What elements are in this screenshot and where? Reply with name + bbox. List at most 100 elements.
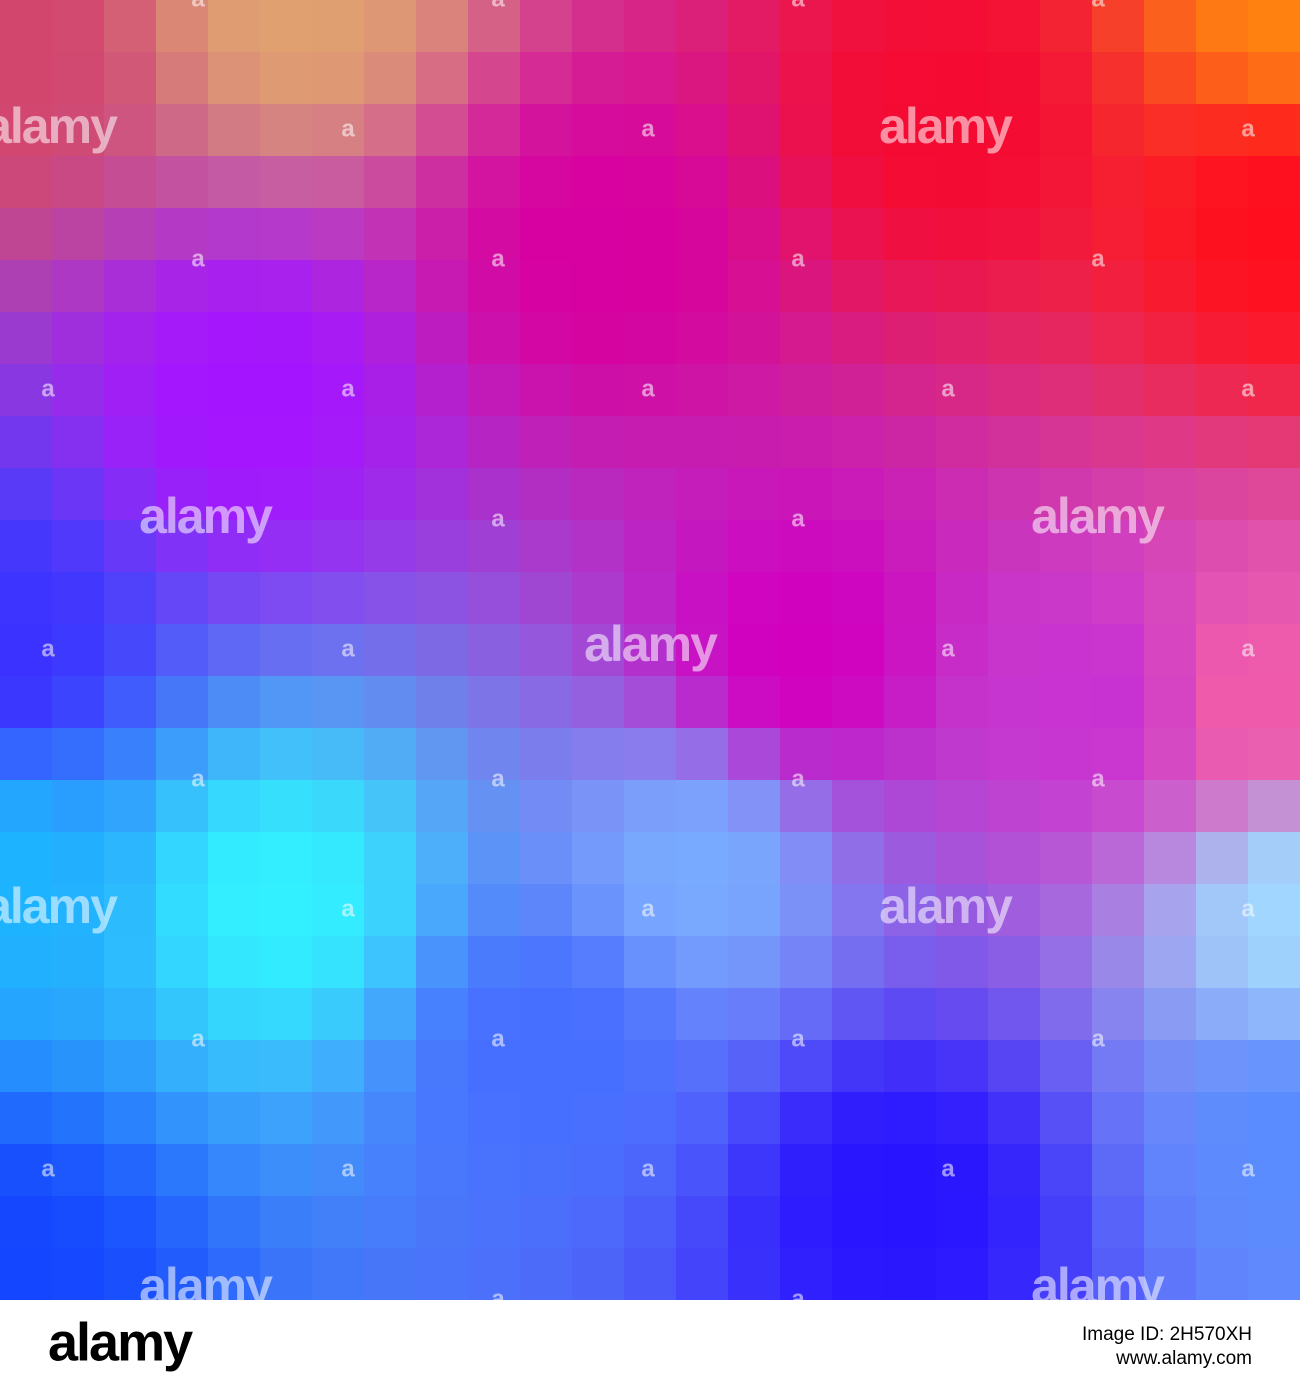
tile — [988, 832, 1041, 885]
tile — [780, 1196, 833, 1249]
tile — [1092, 156, 1145, 209]
watermark-letter: a — [341, 635, 355, 662]
tile — [468, 0, 521, 53]
tile — [104, 520, 157, 573]
tile — [1196, 312, 1249, 365]
tile — [988, 624, 1041, 677]
tile — [936, 832, 989, 885]
tile — [832, 1196, 885, 1249]
tile — [884, 260, 937, 313]
tile — [312, 208, 365, 261]
tile — [832, 104, 885, 157]
tile — [1144, 884, 1197, 937]
tile — [728, 624, 781, 677]
tile — [728, 520, 781, 573]
tile — [1144, 1196, 1197, 1249]
tile — [208, 52, 261, 105]
tile — [468, 624, 521, 677]
tile — [468, 156, 521, 209]
source-url: www.alamy.com — [1115, 1348, 1252, 1369]
watermark-letter: a — [491, 0, 505, 12]
tile — [1196, 520, 1249, 573]
tile — [1040, 572, 1093, 625]
tile — [364, 728, 417, 781]
tile — [364, 312, 417, 365]
tile — [520, 156, 573, 209]
tile — [624, 988, 677, 1041]
tile — [1144, 468, 1197, 521]
tile — [52, 104, 105, 157]
tile — [624, 364, 677, 417]
tile — [104, 832, 157, 885]
tile — [104, 260, 157, 313]
tile — [728, 1040, 781, 1093]
tile — [1248, 312, 1300, 365]
tile — [104, 988, 157, 1041]
tile — [728, 1092, 781, 1145]
tile — [0, 208, 53, 261]
tile — [260, 572, 313, 625]
tile — [260, 676, 313, 729]
tile — [1144, 416, 1197, 469]
tile — [1196, 468, 1249, 521]
tile — [0, 884, 53, 937]
tile — [728, 416, 781, 469]
tile — [884, 936, 937, 989]
tile — [156, 572, 209, 625]
tile — [0, 1248, 53, 1301]
tile — [1040, 884, 1093, 937]
tile — [104, 624, 157, 677]
tile — [780, 416, 833, 469]
tile — [52, 676, 105, 729]
tile — [728, 572, 781, 625]
tile — [728, 0, 781, 53]
tile — [156, 832, 209, 885]
watermark-letter: a — [491, 1025, 505, 1052]
tile — [1144, 936, 1197, 989]
tile — [1144, 1092, 1197, 1145]
tile — [572, 416, 625, 469]
tile — [1040, 468, 1093, 521]
tile — [0, 0, 53, 53]
tile — [832, 884, 885, 937]
tile — [208, 676, 261, 729]
tile — [624, 156, 677, 209]
tile — [156, 1092, 209, 1145]
tile — [1092, 728, 1145, 781]
tile — [728, 832, 781, 885]
tile — [468, 1144, 521, 1197]
tile — [468, 260, 521, 313]
tile — [832, 0, 885, 53]
tile — [1092, 1144, 1145, 1197]
tile — [104, 1196, 157, 1249]
tile — [468, 780, 521, 833]
tile — [936, 312, 989, 365]
tile — [676, 468, 729, 521]
tile — [988, 1092, 1041, 1145]
image-id: Image ID: 2H570XH — [1082, 1324, 1252, 1345]
tile — [988, 468, 1041, 521]
tile — [156, 364, 209, 417]
tile — [1144, 364, 1197, 417]
tile — [52, 0, 105, 53]
tile — [780, 936, 833, 989]
tile — [832, 780, 885, 833]
tile — [364, 988, 417, 1041]
tile — [52, 208, 105, 261]
tile — [312, 936, 365, 989]
tile — [156, 104, 209, 157]
tile — [832, 572, 885, 625]
tile — [312, 1196, 365, 1249]
tile — [728, 468, 781, 521]
watermark-letter: a — [191, 0, 205, 12]
tile — [104, 1144, 157, 1197]
tile — [520, 1196, 573, 1249]
tile — [416, 1248, 469, 1301]
tile — [520, 0, 573, 53]
tile — [728, 728, 781, 781]
tile — [1248, 1092, 1300, 1145]
tile — [0, 988, 53, 1041]
tile — [624, 1196, 677, 1249]
tile — [416, 260, 469, 313]
tile — [676, 312, 729, 365]
